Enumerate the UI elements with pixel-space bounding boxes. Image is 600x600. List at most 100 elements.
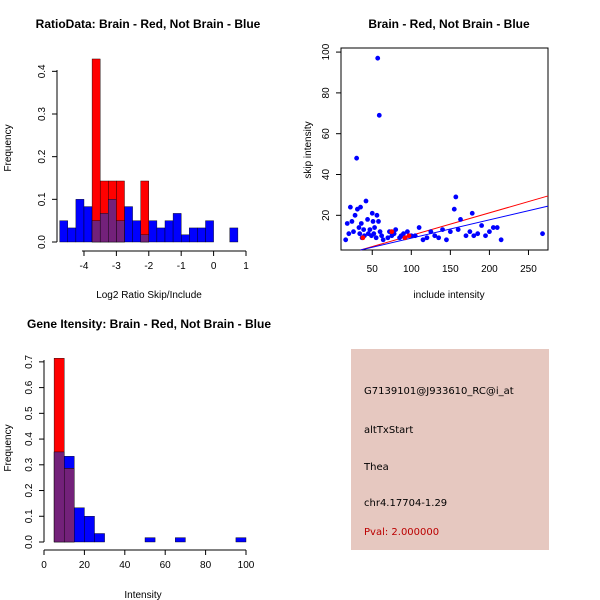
brain-point-1 — [389, 229, 395, 235]
not-brain-point-22 — [370, 219, 376, 224]
not-brain-point-1 — [344, 221, 350, 226]
not-brain-point-67 — [494, 225, 500, 230]
gene-not-brain-bar-2 — [74, 507, 85, 543]
scatter-x-axis-label: include intensity — [413, 290, 484, 301]
not-brain-point-63 — [479, 223, 485, 228]
gene-not-brain-bar-6 — [175, 537, 186, 543]
gene-intensity-panel: Gene Itensity: Brain - Red, Not Brain - … — [3, 317, 271, 600]
ratio-overlap-bar-0 — [91, 220, 101, 243]
not-brain-point-10 — [357, 231, 363, 237]
not-brain-point-30 — [377, 229, 383, 235]
info-panel: G7139101@J933610_RC@i_at altTxStart Thea… — [351, 349, 549, 550]
brain-point-2 — [402, 235, 408, 241]
gene-name-text: Thea — [364, 462, 389, 473]
pval-text: Pval: 2.000000 — [364, 527, 440, 538]
not-brain-point-53 — [447, 229, 453, 235]
gene-x-axis-label: Intensity — [124, 590, 161, 600]
ratio-not-brain-bar-3 — [83, 206, 93, 243]
not-brain-point-54 — [451, 206, 457, 212]
gene-intensity-title: Gene Itensity: Brain - Red, Not Brain - … — [27, 317, 271, 331]
not-brain-point-12 — [358, 221, 364, 226]
not-brain-point-29 — [376, 112, 382, 118]
not-brain-point-37 — [393, 227, 399, 232]
gene-x-tick-label-1: 20 — [79, 560, 91, 571]
not-brain-point-56 — [455, 227, 461, 232]
ratio-not-brain-bar-18 — [205, 220, 214, 243]
scatter-y-tick-label-0: 20 — [321, 209, 332, 221]
not-brain-point-25 — [373, 235, 379, 241]
ratio-not-brain-bar-9 — [132, 220, 141, 243]
not-brain-fit-line — [360, 205, 549, 251]
ratio-brain-bar-4 — [140, 180, 149, 243]
ratio-overlap-bar-4 — [140, 234, 149, 243]
ratio-not-brain-bar-19 — [229, 227, 239, 243]
not-brain-point-21 — [369, 210, 375, 216]
gene-y-tick-label-4: 0.4 — [24, 432, 35, 446]
ratio-x-tick-label-3: -1 — [177, 261, 186, 272]
ratio-y-axis-label: Frequency — [3, 124, 14, 171]
ratio-not-brain-bar-0 — [59, 220, 68, 243]
ratio-x-axis-label: Log2 Ratio Skip/Include — [96, 290, 202, 301]
not-brain-point-52 — [444, 237, 449, 243]
ratio-y-tick-label-0: 0.0 — [37, 235, 48, 249]
not-brain-point-44 — [412, 233, 418, 239]
ratio-not-brain-bar-17 — [197, 227, 206, 243]
ratio-x-tick-label-0: -4 — [80, 261, 89, 272]
gene-y-tick-label-7: 0.7 — [24, 354, 35, 368]
not-brain-point-7 — [354, 155, 360, 161]
not-brain-point-64 — [483, 233, 488, 239]
not-brain-point-4 — [349, 219, 355, 224]
ratio-x-tick-label-2: -2 — [144, 261, 153, 272]
ratio-overlap-bar-2 — [108, 199, 117, 243]
scatter-plot-box — [340, 47, 549, 251]
not-brain-point-26 — [374, 212, 380, 218]
not-brain-point-31 — [379, 233, 385, 239]
gene-y-tick-label-6: 0.6 — [24, 380, 35, 394]
not-brain-point-2 — [346, 231, 352, 237]
not-brain-point-55 — [453, 194, 459, 200]
scatter-title: Brain - Red, Not Brain - Blue — [368, 17, 530, 31]
brain-point-3 — [406, 233, 412, 239]
not-brain-point-60 — [469, 210, 475, 216]
brain-point-0 — [360, 235, 366, 241]
gene-y-tick-label-3: 0.3 — [24, 457, 35, 471]
ratio-not-brain-bar-13 — [164, 220, 174, 243]
gene-y-tick-label-0: 0.0 — [24, 535, 35, 549]
scatter-x-tick-label-4: 250 — [520, 264, 537, 275]
not-brain-point-46 — [420, 237, 426, 243]
not-brain-point-49 — [432, 233, 438, 239]
ratio-x-tick-label-5: 1 — [243, 261, 249, 272]
not-brain-point-11 — [358, 204, 363, 210]
not-brain-point-59 — [467, 229, 473, 235]
not-brain-point-69 — [540, 231, 545, 237]
ratio-y-tick-label-4: 0.4 — [37, 64, 48, 78]
not-brain-point-33 — [385, 235, 391, 241]
gene-not-brain-bar-4 — [94, 533, 105, 543]
scatter-y-tick-label-4: 100 — [321, 43, 332, 60]
ratio-not-brain-bar-2 — [75, 199, 85, 243]
brain-fit-line — [360, 195, 549, 251]
info-panel-background — [351, 349, 549, 550]
gene-x-tick-label-5: 100 — [238, 560, 255, 571]
not-brain-point-47 — [424, 235, 430, 241]
not-brain-point-19 — [367, 227, 373, 232]
not-brain-point-0 — [343, 237, 349, 243]
not-brain-point-27 — [375, 55, 381, 61]
scatter-x-tick-label-0: 50 — [367, 264, 379, 275]
not-brain-point-28 — [376, 219, 381, 224]
ratio-histogram-panel: RatioData: Brain - Red, Not Brain - Blue… — [3, 17, 261, 301]
not-brain-point-51 — [440, 227, 445, 232]
not-brain-point-50 — [436, 235, 442, 241]
gene-not-brain-bar-7 — [235, 537, 247, 543]
not-brain-point-65 — [487, 229, 492, 235]
not-brain-point-24 — [372, 225, 377, 230]
not-brain-point-23 — [371, 231, 377, 237]
location-text: chr4.17704-1.29 — [364, 498, 448, 509]
not-brain-point-40 — [401, 231, 406, 237]
not-brain-point-32 — [380, 237, 386, 243]
not-brain-point-68 — [498, 237, 504, 243]
not-brain-point-17 — [365, 216, 370, 222]
gene-y-axis-label: Frequency — [3, 424, 14, 471]
ratio-not-brain-bar-12 — [156, 227, 166, 243]
ratio-not-brain-bar-1 — [67, 227, 77, 243]
